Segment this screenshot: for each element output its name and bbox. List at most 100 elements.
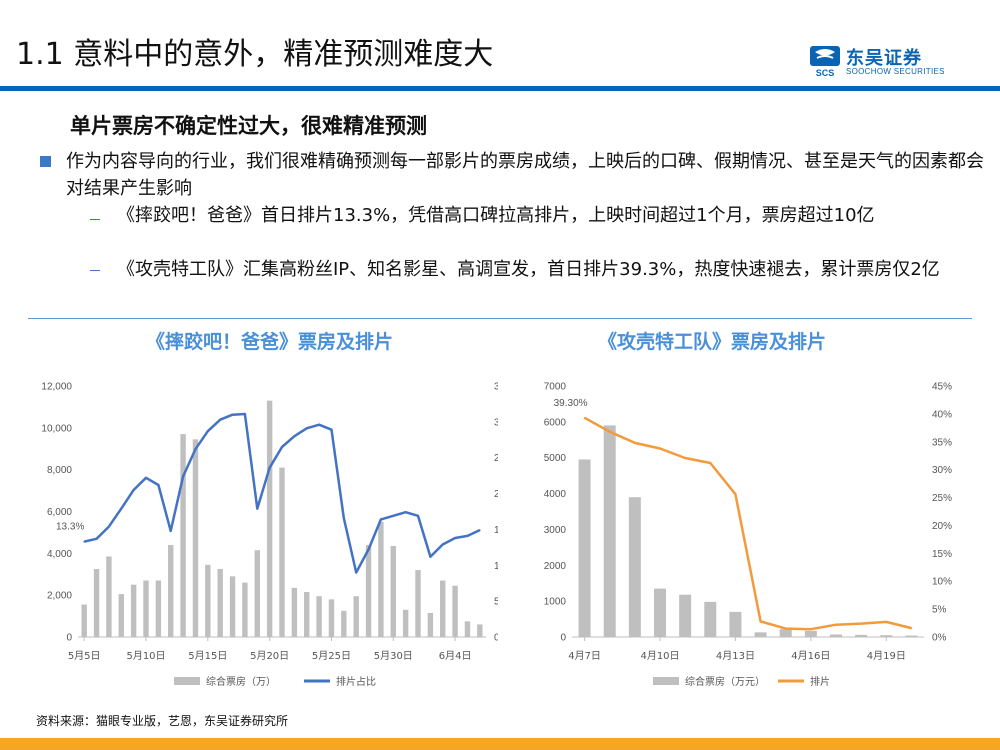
y-left-tick-label: 4000 <box>544 489 567 500</box>
y-right-tick-label: 25% <box>932 493 952 504</box>
bullet-text: 作为内容导向的行业，我们很难精确预测每一部影片的票房成绩，上映后的口碑、假期情况… <box>66 151 984 199</box>
line-point <box>759 620 762 623</box>
bar <box>452 585 458 637</box>
bar <box>143 580 149 637</box>
bar <box>729 611 742 637</box>
legend-bar-swatch <box>653 677 679 685</box>
y-left-tick-label: 6,000 <box>47 507 72 518</box>
line-point <box>355 571 357 574</box>
line-point <box>634 442 636 444</box>
data-label: 13.3% <box>56 522 84 533</box>
y-left-tick-label: 2000 <box>544 561 567 572</box>
line-point <box>910 627 913 629</box>
logo-en-text: SOOCHOW SECURITIES <box>846 67 945 76</box>
line-point <box>479 529 481 531</box>
line-point <box>343 517 345 519</box>
y-left-tick-label: 12,000 <box>41 382 72 393</box>
bar <box>106 556 112 637</box>
line-point <box>293 435 296 437</box>
x-tick-label: 6月4日 <box>439 650 472 662</box>
header-divider <box>0 86 1000 91</box>
bar <box>130 584 137 637</box>
bar <box>440 580 446 637</box>
y-left-tick-label: 3000 <box>544 525 567 536</box>
bar <box>328 599 335 637</box>
line-point <box>734 493 737 496</box>
x-tick-label: 4月13日 <box>716 650 755 662</box>
line-point <box>885 621 888 623</box>
line-point <box>169 530 172 532</box>
chart-2-title: 《攻壳特工队》票房及排片 <box>598 331 827 353</box>
data-label: 39.30% <box>554 398 588 409</box>
bar <box>427 612 434 637</box>
y-right-tick-label: 10% <box>494 561 498 572</box>
sub-bullet-dash-icon <box>90 219 100 220</box>
bar <box>880 635 893 637</box>
bar <box>81 604 87 637</box>
line-point <box>268 466 271 469</box>
y-left-tick-label: 4,000 <box>47 549 72 560</box>
bar <box>254 550 260 637</box>
y-right-tick-label: 35% <box>494 382 498 393</box>
logo-mark-text: SCS <box>816 68 835 78</box>
bar <box>279 467 285 637</box>
bar <box>353 596 359 637</box>
bar <box>779 629 792 637</box>
line-point <box>659 447 661 450</box>
bar <box>415 570 421 637</box>
line-point <box>231 413 234 416</box>
y-right-tick-label: 15% <box>494 525 498 536</box>
x-tick-label: 4月10日 <box>640 650 679 662</box>
bar <box>304 592 310 637</box>
line-point <box>608 430 611 433</box>
bar <box>378 521 384 637</box>
bar <box>242 582 248 637</box>
bar <box>855 634 868 637</box>
source-note: 资料来源：猫眼专业版，艺恩，东吴证券研究所 <box>36 714 289 728</box>
bar <box>341 610 347 637</box>
line-point <box>392 515 395 517</box>
line-point <box>330 428 333 431</box>
x-tick-label: 5月10日 <box>126 650 165 662</box>
line-point <box>182 475 184 478</box>
section-subtitle: 单片票房不确定性过大，很难精准预测 <box>70 114 427 138</box>
line-point <box>194 448 197 450</box>
line-series <box>583 416 912 631</box>
section-separator <box>28 318 972 319</box>
bar <box>266 400 273 637</box>
bar <box>168 544 174 637</box>
legend-line-label: 排片 <box>810 675 830 688</box>
line-point <box>709 462 712 464</box>
line-point <box>784 627 787 630</box>
chart-1-title: 《摔跤吧！爸爸》票房及排片 <box>146 331 394 353</box>
line-point <box>207 430 209 432</box>
y-right-tick-label: 30% <box>932 465 952 476</box>
legend-bar-swatch <box>174 677 200 685</box>
bar <box>205 564 211 637</box>
line-point <box>305 427 308 430</box>
bar <box>804 630 817 637</box>
y-left-tick-label: 5000 <box>544 453 567 464</box>
bar <box>402 609 409 637</box>
y-right-tick-label: 20% <box>932 521 952 532</box>
bar <box>754 632 767 637</box>
line-point <box>318 423 320 426</box>
legend-bar-label: 综合票房（万） <box>206 675 276 688</box>
line-point <box>417 515 419 517</box>
line-point <box>404 511 407 514</box>
line-point <box>429 555 432 558</box>
line-point <box>583 416 586 419</box>
sub-bullet-dash-icon <box>90 270 100 271</box>
y-right-tick-label: 30% <box>494 417 498 428</box>
bar <box>316 596 322 637</box>
bar <box>578 459 591 637</box>
line-point <box>108 525 110 528</box>
line-point <box>441 543 444 546</box>
y-right-tick-label: 40% <box>932 409 952 420</box>
x-tick-label: 5月5日 <box>68 650 101 662</box>
bar <box>830 634 842 637</box>
chart-ghost-in-the-shell: 0 1000 2000 3000 4000 5000 6000 7000 0% 5% 10% 15% 2… <box>544 382 952 689</box>
y-right-tick-label: 25% <box>494 453 498 464</box>
bar <box>628 497 641 637</box>
x-tick-label: 5月20日 <box>250 650 289 662</box>
